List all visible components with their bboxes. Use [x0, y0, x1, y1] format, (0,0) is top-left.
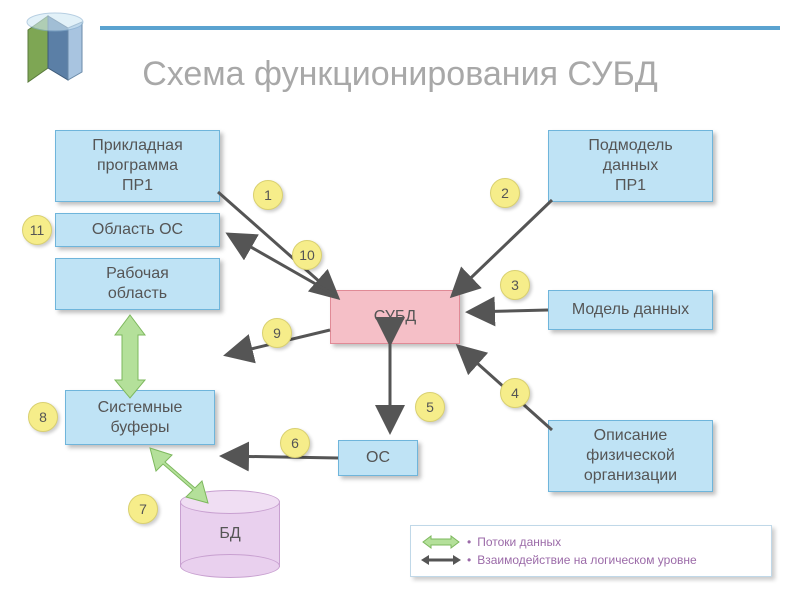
step-10: 10: [292, 240, 322, 270]
legend: •Потоки данных •Взаимодействие на логиче…: [410, 525, 772, 577]
legend-row-logic: •Взаимодействие на логическом уровне: [421, 552, 761, 568]
step-4: 4: [500, 378, 530, 408]
node-phys: Описаниефизическойорганизации: [548, 420, 713, 492]
node-work-area-label: Рабочаяобласть: [106, 264, 169, 304]
step-7: 7: [128, 494, 158, 524]
node-os-label: ОС: [366, 448, 390, 468]
node-app-label: ПрикладнаяпрограммаПР1: [92, 136, 182, 196]
node-work-area: Рабочаяобласть: [55, 258, 220, 310]
step-5: 5: [415, 392, 445, 422]
node-os: ОС: [338, 440, 418, 476]
step-3: 3: [500, 270, 530, 300]
step-1: 1: [253, 180, 283, 210]
legend-logic-label: Взаимодействие на логическом уровне: [477, 553, 697, 567]
node-db-label: БД: [180, 525, 280, 543]
node-app: ПрикладнаяпрограммаПР1: [55, 130, 220, 202]
step-6: 6: [280, 428, 310, 458]
node-os-area: Область ОС: [55, 213, 220, 247]
page-title: Схема функционирования СУБД: [0, 55, 800, 94]
legend-dark-arrow-icon: [421, 552, 461, 568]
node-submodel-label: ПодмодельданныхПР1: [588, 136, 672, 196]
legend-green-arrow-icon: [421, 534, 461, 550]
green-arrow-areas: [115, 315, 145, 398]
node-sys-buf: Системныебуферы: [65, 390, 215, 445]
node-os-area-label: Область ОС: [92, 220, 183, 240]
node-subd: СУБД: [330, 290, 460, 344]
node-subd-label: СУБД: [374, 307, 417, 327]
node-phys-label: Описаниефизическойорганизации: [584, 426, 677, 486]
step-2: 2: [490, 178, 520, 208]
node-model-label: Модель данных: [572, 300, 689, 320]
legend-row-flows: •Потоки данных: [421, 534, 761, 550]
step-11: 11: [22, 215, 52, 245]
step-9: 9: [262, 318, 292, 348]
step-8: 8: [28, 402, 58, 432]
node-submodel: ПодмодельданныхПР1: [548, 130, 713, 202]
node-sys-buf-label: Системныебуферы: [98, 398, 183, 438]
legend-flows-label: Потоки данных: [477, 535, 561, 549]
node-model: Модель данных: [548, 290, 713, 330]
node-db-cylinder: БД: [180, 490, 280, 578]
header-divider: [100, 26, 780, 30]
